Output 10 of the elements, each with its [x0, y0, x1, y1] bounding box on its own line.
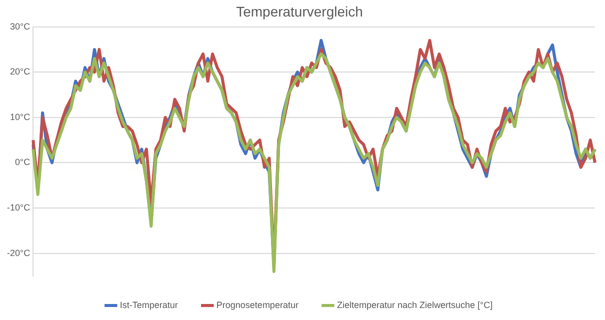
y-tick-label: 10°C — [10, 112, 31, 122]
legend-label: Ist-Temperatur — [120, 300, 178, 310]
legend-label: Zieltemperatur nach Zielwertsuche [°C] — [336, 300, 493, 310]
legend-label: Prognosetemperatur — [216, 300, 298, 310]
y-tick-label: 30°C — [10, 21, 31, 32]
y-tick-label: 20°C — [10, 66, 31, 77]
y-tick-label: 0°C — [14, 157, 31, 168]
chart-title: Temperaturvergleich — [236, 3, 363, 20]
y-tick-label: -20°C — [6, 248, 31, 258]
y-tick-label: -10°C — [6, 202, 31, 213]
